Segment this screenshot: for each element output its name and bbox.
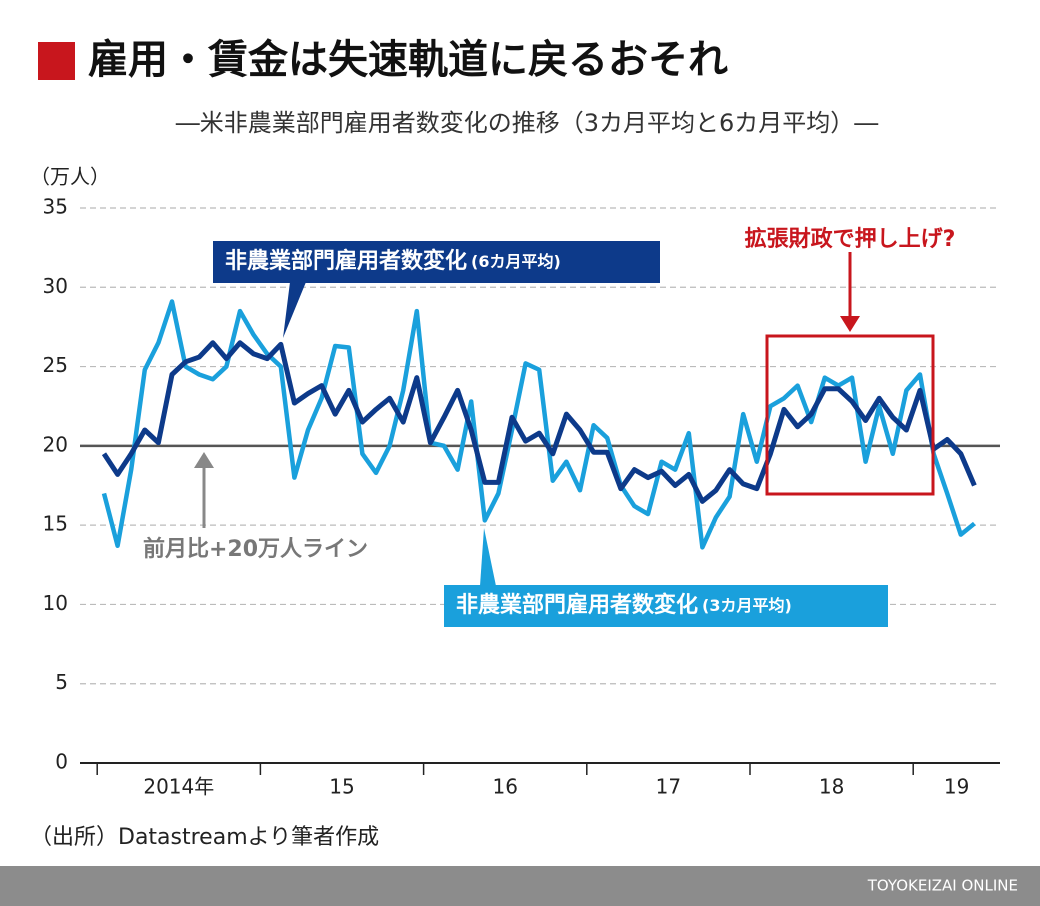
chart-subtitle: ―米非農業部門雇用者数変化の推移（3カ月平均と6カ月平均）― xyxy=(176,109,879,137)
legend-name: 非農業部門雇用者数変化 xyxy=(225,248,467,274)
legend-label: 非農業部門雇用者数変化 (6カ月平均) xyxy=(225,248,561,274)
highlight-label: 拡張財政で押し上げ? xyxy=(745,226,956,252)
legend-note: (6カ月平均) xyxy=(471,252,561,271)
y-tick-label: 0 xyxy=(55,750,68,774)
series-label-box xyxy=(213,241,660,283)
legend-note: (3カ月平均) xyxy=(702,596,792,615)
footer-bar xyxy=(0,866,1040,906)
series-label-box xyxy=(444,585,888,627)
brand: TOYOKEIZAI ONLINE xyxy=(867,877,1018,895)
label-pointer xyxy=(480,528,496,586)
label-pointer xyxy=(283,282,306,338)
reference-label: 前月比+20万人ライン xyxy=(143,536,368,562)
x-tick-label: 15 xyxy=(329,775,354,799)
y-tick-label: 30 xyxy=(43,274,68,298)
legend-name: 非農業部門雇用者数変化 xyxy=(456,592,698,618)
y-tick-label: 20 xyxy=(43,432,68,456)
source: （出所）Datastreamより筆者作成 xyxy=(30,825,379,850)
y-tick-label: 15 xyxy=(43,512,68,536)
legend-label: 非農業部門雇用者数変化 (3カ月平均) xyxy=(456,592,792,618)
highlight-box xyxy=(765,334,935,496)
x-tick-label: 19 xyxy=(944,775,969,799)
reference-arrowhead xyxy=(194,452,214,468)
x-tick-label: 16 xyxy=(492,775,517,799)
chart-title: 雇用・賃金は失速軌道に戻るおそれ xyxy=(88,37,728,83)
series-line xyxy=(101,340,977,504)
title-marker xyxy=(38,42,75,80)
y-tick-label: 35 xyxy=(43,195,68,219)
y-tick-label: 25 xyxy=(43,353,68,377)
y-tick-label: 5 xyxy=(55,670,68,694)
x-tick-label: 2014年 xyxy=(143,775,214,799)
x-tick-label: 18 xyxy=(819,775,844,799)
highlight-arrowhead xyxy=(840,316,860,332)
y-tick-label: 10 xyxy=(43,591,68,615)
series-line xyxy=(101,299,976,550)
y-unit: （万人） xyxy=(30,165,110,189)
x-tick-label: 17 xyxy=(656,775,681,799)
